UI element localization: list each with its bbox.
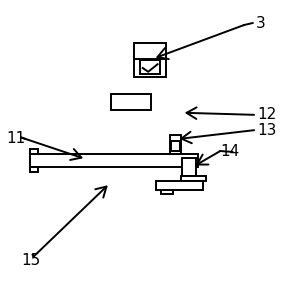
Bar: [30, 149, 38, 154]
Text: 3: 3: [255, 15, 265, 30]
Bar: [111, 94, 151, 110]
Bar: [170, 135, 181, 154]
Bar: [134, 43, 166, 77]
Bar: [162, 190, 173, 194]
Text: 15: 15: [21, 253, 40, 268]
Bar: [171, 141, 180, 151]
Text: 11: 11: [6, 131, 26, 146]
Bar: [156, 181, 203, 190]
Text: 13: 13: [257, 123, 276, 138]
Bar: [182, 158, 196, 176]
Text: 14: 14: [221, 145, 240, 159]
Bar: [180, 176, 206, 181]
Bar: [30, 167, 38, 172]
Bar: [140, 60, 160, 74]
Bar: [30, 154, 198, 167]
Text: 12: 12: [257, 107, 276, 122]
